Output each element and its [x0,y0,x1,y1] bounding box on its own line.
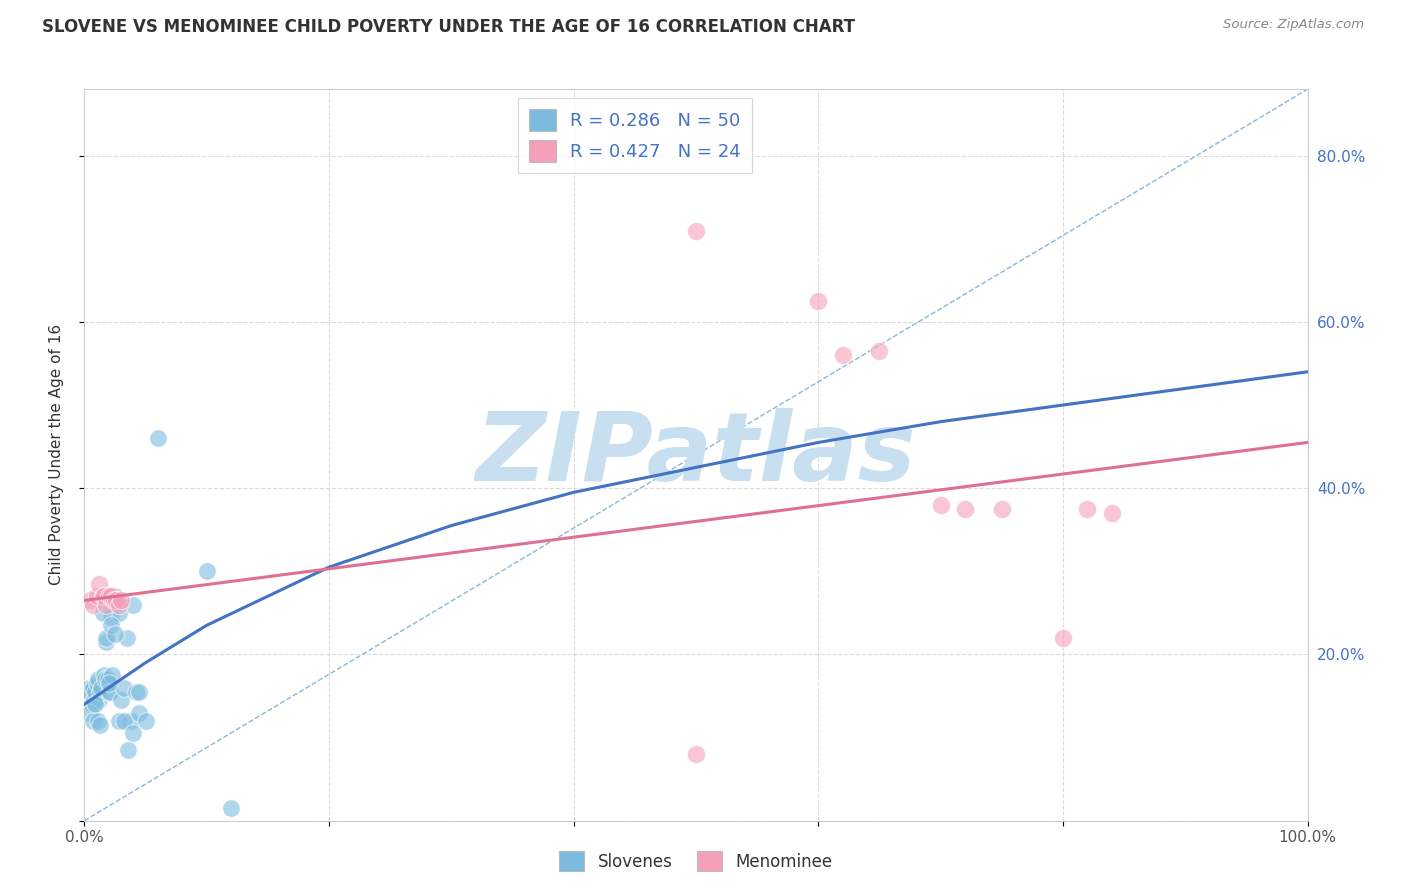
Point [82,714,104,728]
Point [107,598,129,612]
Point [77,681,100,695]
Point [135,714,157,728]
Point [84,685,107,699]
Point [100,618,122,632]
Point [991,502,1014,516]
Point [90,681,112,695]
Point [1101,506,1123,520]
Point [807,294,830,309]
Point [117,743,139,757]
Point [103,593,125,607]
Point [104,626,127,640]
Point [122,598,145,612]
Legend: Slovenes, Menominee: Slovenes, Menominee [553,845,839,878]
Point [97,673,120,687]
Point [100,589,122,603]
Point [685,223,707,237]
Y-axis label: Child Poverty Under the Age of 16: Child Poverty Under the Age of 16 [49,325,63,585]
Point [831,348,853,362]
Point [953,502,976,516]
Point [125,685,148,699]
Point [97,685,120,699]
Point [100,610,122,624]
Point [93,589,115,603]
Point [87,673,110,687]
Point [107,714,129,728]
Point [80,698,103,712]
Point [110,693,132,707]
Point [128,706,150,720]
Point [97,589,120,603]
Point [869,344,891,359]
Point [83,693,105,707]
Point [82,598,104,612]
Point [120,714,142,728]
Point [98,685,121,699]
Point [195,564,218,578]
Point [929,498,952,512]
Point [146,431,169,445]
Point [93,668,115,682]
Point [86,589,108,603]
Point [219,801,242,815]
Point [115,631,138,645]
Point [89,685,111,699]
Point [87,693,110,707]
Text: SLOVENE VS MENOMINEE CHILD POVERTY UNDER THE AGE OF 16 CORRELATION CHART: SLOVENE VS MENOMINEE CHILD POVERTY UNDER… [42,18,855,36]
Text: Source: ZipAtlas.com: Source: ZipAtlas.com [1223,18,1364,31]
Point [94,673,117,687]
Point [96,635,118,649]
Point [101,668,124,682]
Point [105,593,128,607]
Text: ZIPatlas: ZIPatlas [475,409,917,501]
Point [82,681,104,695]
Point [77,685,100,699]
Point [105,593,128,607]
Point [87,714,110,728]
Point [79,706,101,720]
Point [87,576,110,591]
Point [91,606,114,620]
Point [1076,502,1098,516]
Point [89,718,111,732]
Point [91,589,114,603]
Point [122,726,145,740]
Point [86,676,108,690]
Point [107,606,129,620]
Point [84,698,107,712]
Point [96,631,118,645]
Point [685,747,707,761]
Point [128,685,150,699]
Point [104,589,127,603]
Point [91,589,114,603]
Point [110,593,132,607]
Point [112,714,135,728]
Point [1052,631,1074,645]
Point [112,681,135,695]
Point [97,676,120,690]
Point [79,593,101,607]
Point [79,685,101,699]
Point [96,598,118,612]
